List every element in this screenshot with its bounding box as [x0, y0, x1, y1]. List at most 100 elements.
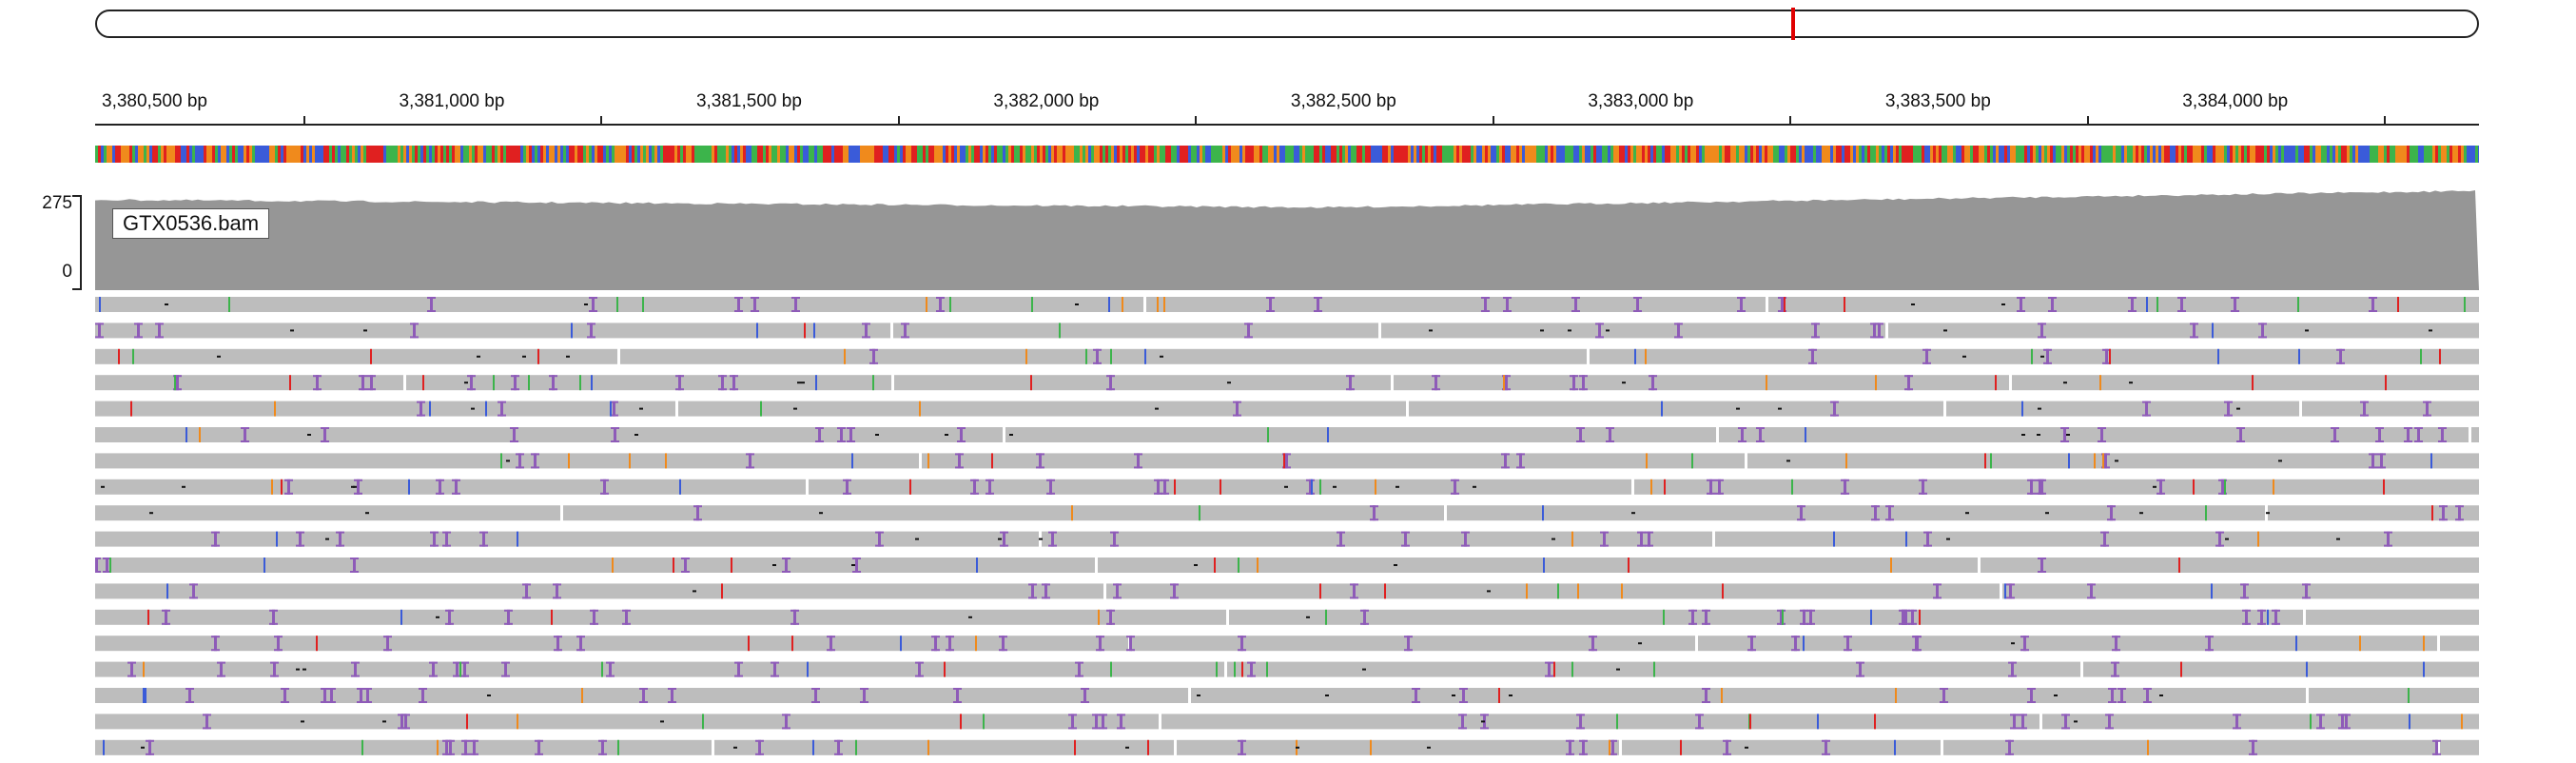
reference-base [2033, 146, 2036, 163]
insertion-marker [815, 427, 824, 442]
insertion-marker [2010, 714, 2019, 730]
reference-base [1405, 146, 1408, 163]
reference-base [1616, 146, 1619, 163]
deletion-mark [2429, 329, 2432, 332]
reference-base [1725, 146, 1727, 163]
reference-base [1765, 146, 1767, 163]
deletion-mark [351, 485, 355, 488]
reference-base [1553, 146, 1556, 163]
insertion-marker [751, 297, 759, 312]
mismatch-base [1370, 739, 1372, 755]
insertion-marker [211, 531, 220, 547]
reference-base [1077, 146, 1080, 163]
reference-base [1633, 146, 1636, 163]
deletion-mark [1284, 485, 1288, 488]
mismatch-base [1375, 479, 1376, 495]
insertion-marker [2060, 427, 2069, 442]
insertion-marker [1432, 375, 1440, 391]
reference-base [1964, 146, 1967, 163]
reference-base [1522, 146, 1525, 163]
deletion-mark [772, 564, 776, 566]
reference-base [252, 146, 255, 163]
insertion-marker [1579, 375, 1588, 391]
mismatch-base [2409, 714, 2410, 730]
reference-base [1596, 146, 1599, 163]
reference-base [1271, 146, 1274, 163]
insertion-marker [2019, 714, 2027, 730]
aligned-read [1005, 427, 1716, 442]
reference-base [549, 146, 552, 163]
reference-base [1827, 146, 1830, 163]
reference-base [540, 146, 543, 163]
reference-base [1068, 146, 1071, 163]
aligned-read [894, 375, 1391, 391]
reference-base [546, 146, 549, 163]
reference-base [289, 146, 292, 163]
reference-base [2410, 146, 2412, 163]
reference-base [2327, 146, 2330, 163]
deletion-mark [1039, 538, 1043, 540]
insertion-marker [1093, 348, 1102, 364]
reference-base [249, 146, 252, 163]
track-name-label[interactable]: GTX0536.bam [112, 208, 270, 239]
mismatch-base [1749, 714, 1751, 730]
reference-base [1399, 146, 1402, 163]
insertion-marker [410, 323, 419, 339]
mismatch-base [1319, 479, 1321, 495]
aligned-read [95, 297, 1143, 312]
deletion-mark [1394, 564, 1397, 566]
insertion-marker [1738, 427, 1747, 442]
deletion-mark [2278, 460, 2282, 462]
insertion-marker [1844, 636, 1852, 652]
reference-base [811, 146, 814, 163]
insertion-marker [511, 375, 519, 391]
reference-base [843, 146, 846, 163]
ruler-axis [95, 124, 2479, 126]
reference-base [1414, 146, 1416, 163]
alignment-track[interactable] [95, 297, 2479, 763]
reference-base [2250, 146, 2253, 163]
reference-base [1813, 146, 1816, 163]
reference-base [563, 146, 566, 163]
mismatch-base [289, 375, 291, 391]
mismatch-base [2109, 348, 2111, 364]
reference-base [392, 146, 395, 163]
reference-base [1961, 146, 1964, 163]
reference-base [515, 146, 517, 163]
reference-base [1645, 146, 1648, 163]
reference-base [2130, 146, 2133, 163]
insertion-marker [321, 427, 329, 442]
ruler-tick-mark [302, 116, 305, 126]
mismatch-base [1680, 739, 1682, 755]
reference-base [1396, 146, 1399, 163]
reference-sequence-track[interactable] [95, 146, 2479, 163]
mismatch-base [228, 297, 230, 312]
insertion-marker [746, 453, 754, 469]
insertion-marker [2101, 453, 2110, 469]
mismatch-base [1653, 661, 1655, 677]
insertion-marker [1856, 661, 1864, 677]
reference-base [743, 146, 746, 163]
aligned-read [95, 505, 560, 521]
reference-base [366, 146, 369, 163]
insertion-marker [363, 688, 372, 703]
reference-base [1471, 146, 1473, 163]
aligned-read [2083, 661, 2479, 677]
reference-base [535, 146, 537, 163]
insertion-marker [1247, 661, 1256, 677]
aligned-read [563, 505, 1444, 521]
reference-base [472, 146, 475, 163]
mismatch-base [568, 453, 570, 469]
mismatch-base [99, 297, 101, 312]
reference-base [937, 146, 940, 163]
chromosome-ideogram[interactable] [95, 10, 2479, 38]
reference-base [1202, 146, 1205, 163]
deletion-mark [363, 329, 367, 332]
reference-base [2364, 146, 2367, 163]
coverage-track[interactable] [95, 188, 2479, 290]
aligned-read [893, 323, 1378, 339]
reference-base [891, 146, 894, 163]
insertion-marker [1806, 609, 1815, 625]
reference-base [526, 146, 529, 163]
reference-base [446, 146, 449, 163]
